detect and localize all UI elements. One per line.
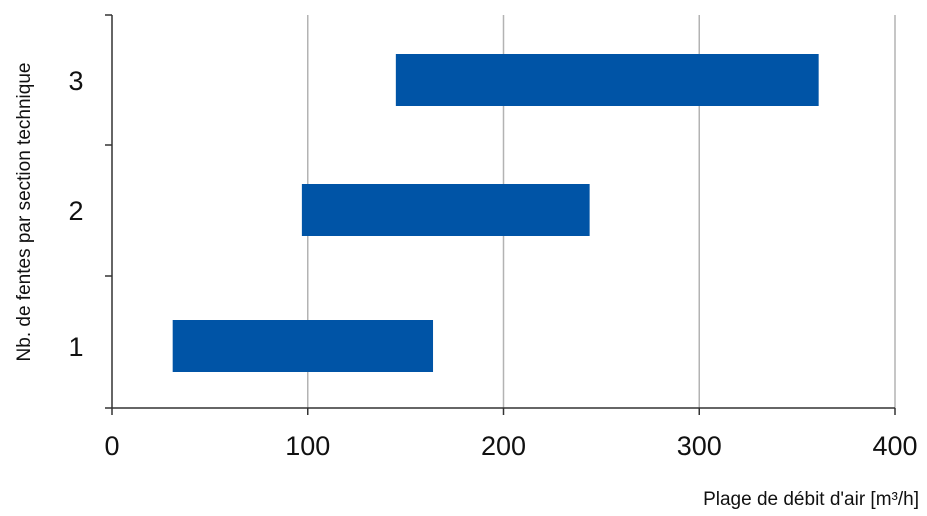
bar-3 xyxy=(395,54,819,106)
x-axis-title: Plage de débit d'air [m³/h] xyxy=(703,489,919,510)
x-tick-label-200: 200 xyxy=(481,431,526,461)
x-tick-label-100: 100 xyxy=(285,431,330,461)
x-tick-label-400: 400 xyxy=(872,431,917,461)
y-axis-title: Nb. de fentes par section technique xyxy=(14,63,35,362)
axes xyxy=(105,14,896,415)
bar-2 xyxy=(301,184,590,236)
y-tick-label-1: 1 xyxy=(68,332,83,362)
bar-1 xyxy=(172,320,434,372)
x-tick-labels: 0 100 200 300 400 xyxy=(104,431,917,461)
y-tick-labels: 1 2 3 xyxy=(68,66,83,362)
x-tick-label-300: 300 xyxy=(677,431,722,461)
x-tick-label-0: 0 xyxy=(104,431,119,461)
bars xyxy=(172,54,819,372)
y-tick-label-2: 2 xyxy=(68,196,83,226)
y-tick-label-3: 3 xyxy=(68,66,83,96)
